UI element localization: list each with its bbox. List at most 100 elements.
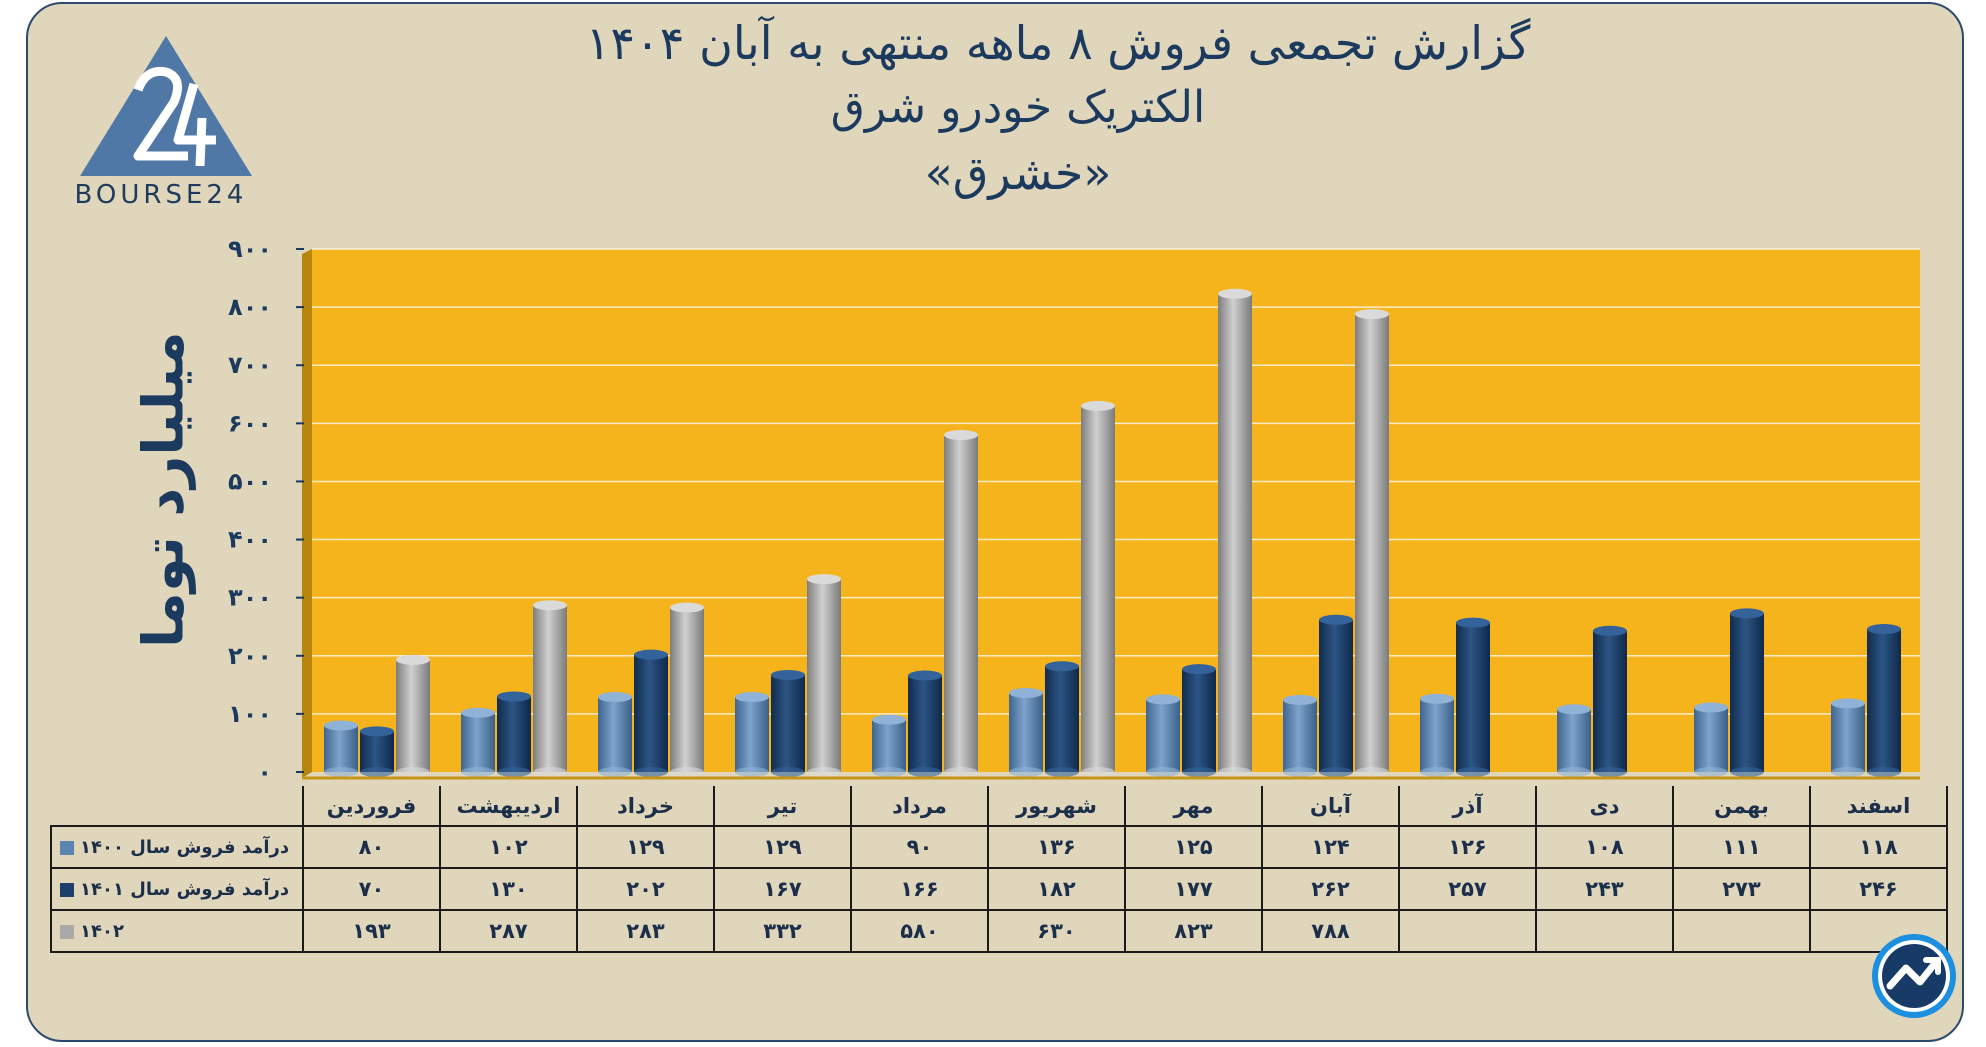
y-tick-label: ۹۰۰ [228,235,272,263]
data-label [1672,909,1811,953]
bar [1867,629,1901,772]
bar [1355,314,1389,772]
data-label: ۱۲۶ [1398,825,1537,869]
bar-base [1593,767,1627,777]
data-label [1398,909,1537,953]
bar [670,607,704,772]
bar [1694,707,1728,772]
trend-arrow-badge-icon[interactable] [1870,932,1958,1020]
bar-cap [1730,608,1764,619]
legend-entry: درآمد فروش سال ۱۴۰۰ [50,825,304,869]
bar-cap [1694,702,1728,713]
legend-swatch [60,924,74,939]
bar-cap [1557,704,1591,715]
bar-cap [461,707,495,718]
bar-base [670,767,704,777]
bar-base [872,767,906,777]
data-label: ۷۰ [302,867,441,911]
x-tick-label: تیر [713,786,852,827]
data-label: ۱۳۰ [439,867,578,911]
x-tick-label: فروردین [302,786,441,827]
bar-base [1081,767,1115,777]
data-label: ۱۰۸ [1535,825,1674,869]
data-label: ۱۲۹ [713,825,852,869]
bar-chart: ۰ ۱۰۰ ۲۰۰ ۳۰۰ ۴۰۰ ۵۰۰ ۶۰۰ ۷۰۰ ۸۰۰ ۹۰۰ [228,235,1920,786]
bar-cap [944,429,978,440]
bar-base [807,767,841,777]
data-label: ۶۳۰ [987,909,1126,953]
data-label: ۱۱۸ [1809,825,1948,869]
legend-swatch [60,840,74,855]
bar-base [1867,767,1901,777]
data-label: ۱۶۶ [850,867,989,911]
x-tick-label: آبان [1261,786,1400,827]
legend-label: درآمد فروش سال ۱۴۰۱ [80,878,290,900]
data-label [1535,909,1674,953]
bar-base [1146,767,1180,777]
bar-cap [872,714,906,725]
bar-cap [670,602,704,613]
data-label: ۷۸۸ [1261,909,1400,953]
bar-cap [735,692,769,703]
bar [1730,613,1764,772]
data-label: ۱۶۷ [713,867,852,911]
table-row: ۱۴۰۲ ۱۹۳ ۲۸۷ ۲۸۳ ۳۳۲ ۵۸۰ ۶۳۰ ۸۲۳ ۷۸۸ [50,909,1948,953]
bar [872,719,906,772]
legend-swatch [60,882,74,897]
grid [312,248,1920,715]
data-label: ۲۷۳ [1672,867,1811,911]
data-label: ۲۴۳ [1535,867,1674,911]
bar-cap [396,654,430,665]
bar-base [634,767,668,777]
data-label: ۱۲۵ [1124,825,1263,869]
table-row: درآمد فروش سال ۱۴۰۰ ۸۰ ۱۰۲ ۱۲۹ ۱۲۹ ۹۰ ۱۳۶ ۱۲۵ ۱۲… [50,825,1948,869]
bars [324,288,1901,777]
bar-cap [497,691,531,702]
bar-base [533,767,567,777]
bar [1182,669,1216,772]
bar-base [1694,767,1728,777]
bar-base [396,767,430,777]
bar-cap [807,574,841,585]
bar [807,579,841,772]
x-tick-label: اردیبهشت [439,786,578,827]
bar-cap [324,720,358,731]
bar [1456,622,1490,772]
data-label: ۹۰ [850,825,989,869]
bar-cap [1218,288,1252,299]
bar [1420,698,1454,772]
bar-cap [1319,614,1353,625]
bar-base [1045,767,1079,777]
bar [533,605,567,772]
data-label: ۱۱۱ [1672,825,1811,869]
bar-cap [908,670,942,681]
x-tick-label: آذر [1398,786,1537,827]
bar-cap [1045,661,1079,672]
bar-base [1420,767,1454,777]
bar [360,731,394,772]
bar-base [1283,767,1317,777]
bar [735,697,769,772]
bar-base [1456,767,1490,777]
bar-cap [533,600,567,611]
table-corner [51,786,304,827]
data-label: ۲۸۷ [439,909,578,953]
x-tick-label: شهریور [987,786,1126,827]
x-tick-label: مهر [1124,786,1263,827]
bar-base [771,767,805,777]
bar-cap [1593,625,1627,636]
bar-base [598,767,632,777]
y-tick-label: ۵۰۰ [228,467,272,495]
bar-cap [1420,693,1454,704]
bar-base [1009,767,1043,777]
bar [1557,709,1591,772]
ticker-symbol: «خشرق» [924,146,1112,200]
y-tick-label: ۶۰۰ [228,409,272,437]
y-tick-label: ۷۰۰ [228,351,272,379]
bar-base [1355,767,1389,777]
data-label: ۵۸۰ [850,909,989,953]
company-name: الکتریک خودرو شرق [830,82,1206,133]
bar-cap [1283,694,1317,705]
data-label: ۱۲۴ [1261,825,1400,869]
data-label: ۱۷۷ [1124,867,1263,911]
